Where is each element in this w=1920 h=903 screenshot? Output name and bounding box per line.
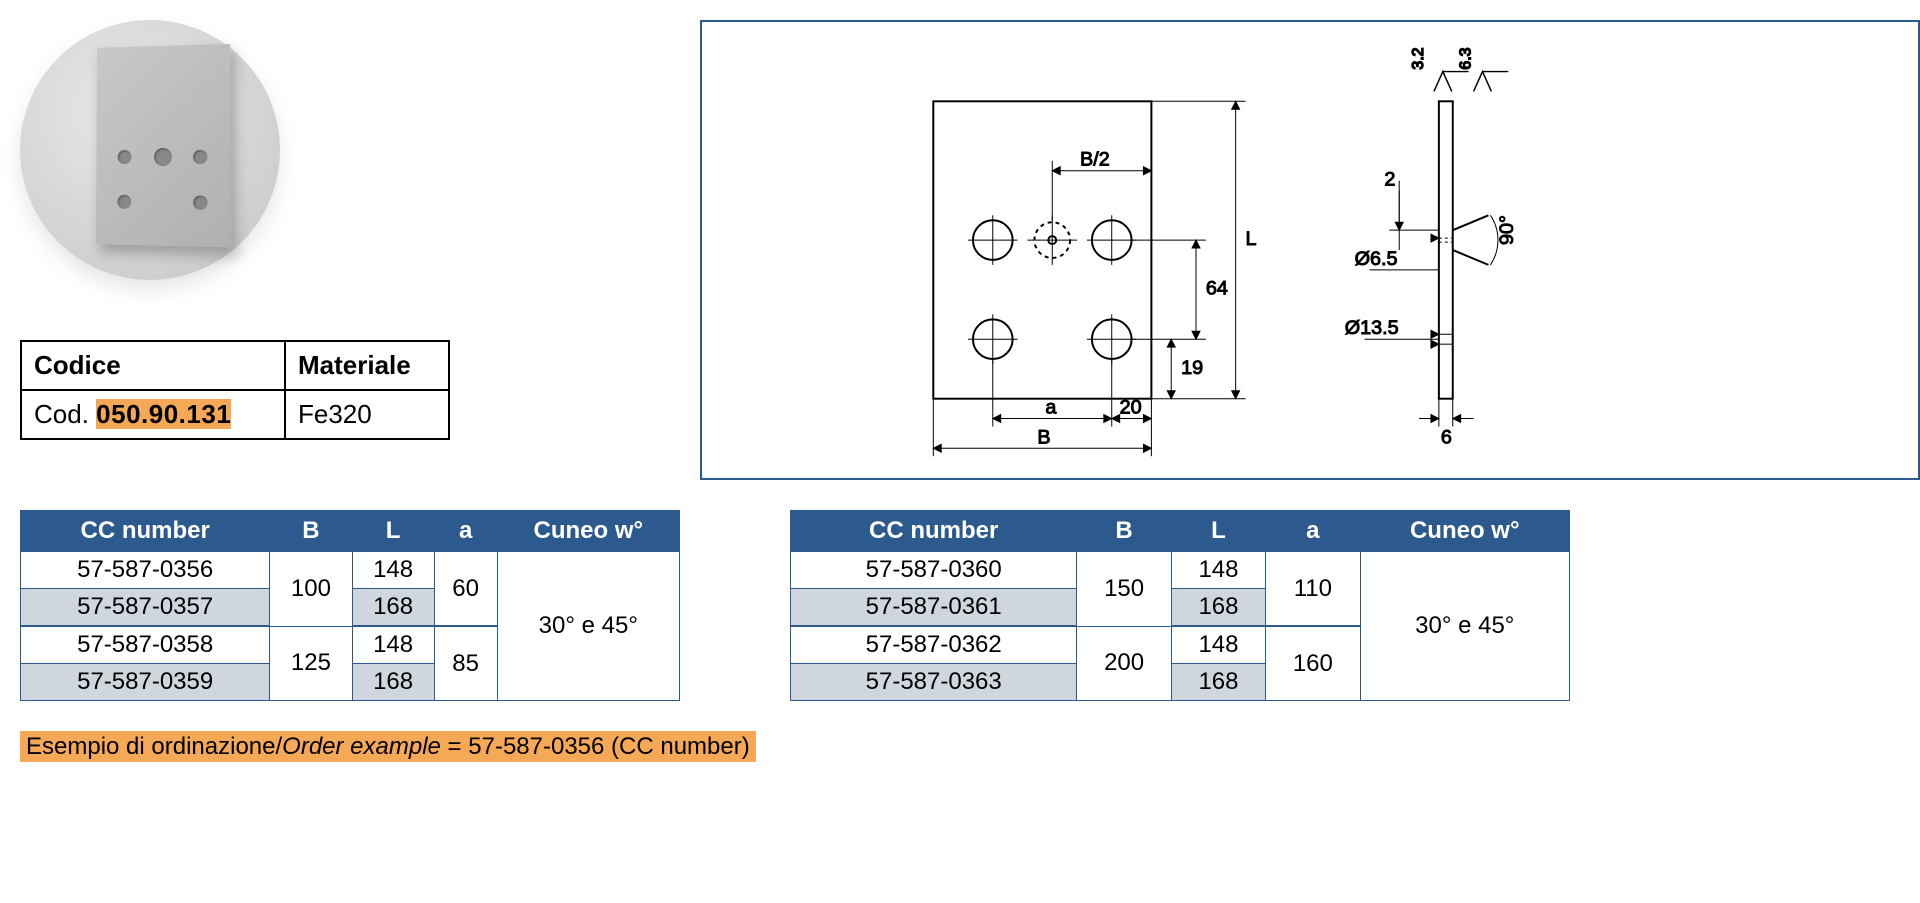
order-value: 57-587-0356 (CC number) [468, 733, 749, 760]
product-thumbnail [20, 20, 280, 280]
col-a: a [434, 511, 497, 552]
materiale-header: Materiale [285, 341, 449, 390]
dim-2: 2 [1384, 169, 1395, 191]
technical-drawing: B/2 L 64 19 [700, 20, 1920, 480]
ra-63: 6.3 [1458, 47, 1475, 69]
dim-L: L [1246, 228, 1257, 250]
order-example: Esempio di ordinazione/Order example = 5… [20, 733, 1920, 761]
codice-value: 050.90.131 [96, 399, 231, 429]
col-a: a [1266, 511, 1360, 552]
codice-value-cell: Cod. 050.90.131 [21, 390, 285, 439]
dim-B2: B/2 [1080, 149, 1110, 171]
dim-90: 90° [1496, 215, 1518, 245]
col-cc: CC number [21, 511, 270, 552]
dim-dia65: Ø6.5 [1355, 248, 1398, 270]
order-label-en: Order example [282, 733, 441, 760]
order-label-it: Esempio di ordinazione [26, 733, 275, 760]
dim-B: B [1037, 426, 1050, 448]
ra-32: 3.2 [1410, 47, 1427, 69]
col-cuneo: Cuneo w° [1360, 511, 1569, 552]
codice-prefix: Cod. [34, 399, 96, 429]
table-row: 57-587-0356 100 148 60 30° e 45° [21, 552, 680, 589]
code-material-table: Codice Materiale Cod. 050.90.131 Fe320 [20, 340, 450, 440]
dim-6: 6 [1441, 426, 1452, 448]
col-B: B [270, 511, 352, 552]
spec-table-left: CC number B L a Cuneo w° 57-587-0356 100… [20, 510, 680, 701]
dim-a: a [1045, 397, 1057, 419]
col-cuneo: Cuneo w° [497, 511, 679, 552]
col-L: L [352, 511, 434, 552]
table-row: 57-587-0360 150 148 110 30° e 45° [791, 552, 1570, 589]
dim-dia135: Ø13.5 [1345, 317, 1399, 339]
dim-20: 20 [1120, 397, 1142, 419]
col-L: L [1171, 511, 1265, 552]
spec-table-right: CC number B L a Cuneo w° 57-587-0360 150… [790, 510, 1570, 701]
codice-header: Codice [21, 341, 285, 390]
materiale-value: Fe320 [285, 390, 449, 439]
dim-19: 19 [1181, 357, 1203, 379]
col-B: B [1077, 511, 1171, 552]
dim-64: 64 [1206, 278, 1228, 300]
col-cc: CC number [791, 511, 1077, 552]
